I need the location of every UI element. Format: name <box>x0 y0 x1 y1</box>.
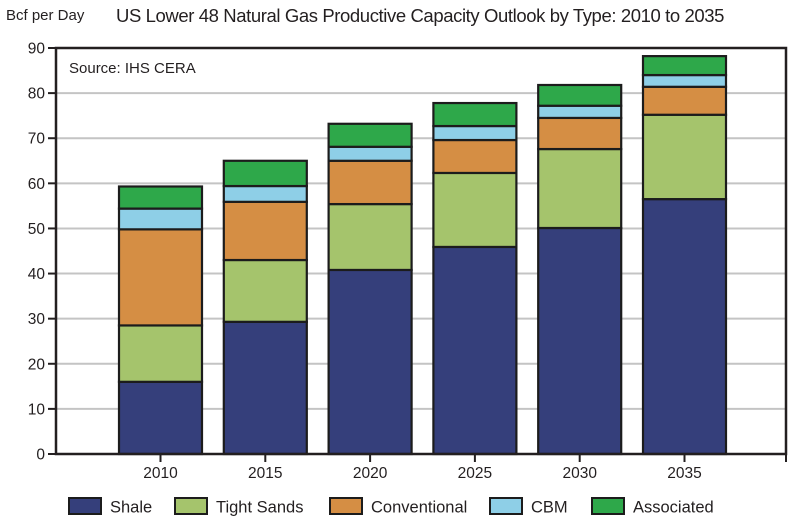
bar-segment-conventional <box>537 116 623 151</box>
bar-segment-conventional <box>222 200 308 262</box>
legend-swatch <box>591 497 625 515</box>
y-tick-label: 10 <box>28 401 46 418</box>
legend-item-associated: Associated <box>591 497 714 517</box>
legend-item-tight-sands: Tight Sands <box>174 497 303 517</box>
y-tick-label: 50 <box>28 221 46 238</box>
bar-segment-associated <box>222 159 308 188</box>
legend-item-conventional: Conventional <box>329 497 467 517</box>
legend-label: Tight Sands <box>216 499 303 517</box>
bar-segment-associated <box>117 185 204 210</box>
bar-segment-cbm <box>537 104 623 120</box>
bar-stack-2020 <box>327 122 413 456</box>
legend-label: Associated <box>633 499 714 517</box>
y-tick-label: 70 <box>28 131 46 148</box>
legend-label: CBM <box>531 499 568 517</box>
bar-segment-shale <box>222 320 308 456</box>
x-axis-ticks: 2010 2015 2020 2025 2030 2035 <box>143 454 787 482</box>
source-annotation: Source: IHS CERA <box>69 60 196 77</box>
legend-item-shale: Shale <box>68 497 152 517</box>
bar-segment-tight-sands <box>641 113 728 201</box>
bar-segment-cbm <box>641 73 728 88</box>
y-tick-label: 60 <box>28 176 46 193</box>
bar-segment-tight-sands <box>327 202 413 272</box>
bar-segment-shale <box>537 226 623 456</box>
legend-swatch <box>329 497 363 515</box>
legend-swatch <box>489 497 523 515</box>
bar-segment-cbm <box>432 124 518 142</box>
bar-stack-2035 <box>641 55 728 456</box>
bar-segment-tight-sands <box>537 147 623 230</box>
chart-title: US Lower 48 Natural Gas Productive Capac… <box>116 5 724 26</box>
bar-segment-shale <box>641 198 728 456</box>
bar-segment-associated <box>641 55 728 77</box>
x-tick-label: 2030 <box>562 465 597 482</box>
bar-segment-conventional <box>117 228 204 327</box>
bar-segment-shale <box>432 245 518 456</box>
legend: Shale Tight Sands Conventional CBM Associate… <box>68 497 714 517</box>
x-tick-label: 2025 <box>458 465 492 482</box>
bar-stack-2025 <box>432 101 518 456</box>
bar-segment-cbm <box>327 145 413 162</box>
bar-segment-conventional <box>641 85 728 116</box>
bar-stack-2030 <box>537 83 623 456</box>
y-axis-ticks: 0 10 20 30 40 50 60 70 80 90 <box>28 41 56 464</box>
bar-segment-cbm <box>117 207 204 231</box>
legend-swatch <box>68 497 102 515</box>
x-tick-label: 2010 <box>143 465 178 482</box>
bar-stack-2010 <box>117 185 204 456</box>
legend-label: Conventional <box>371 499 467 517</box>
bar-segment-conventional <box>327 159 413 206</box>
y-axis-label: Bcf per Day <box>6 7 85 24</box>
plot-frame <box>54 46 788 456</box>
bar-stack-2015 <box>222 159 308 456</box>
bar-segment-conventional <box>432 138 518 175</box>
bar-segment-tight-sands <box>117 324 204 383</box>
bar-segment-associated <box>432 101 518 128</box>
bar-segment-tight-sands <box>222 258 308 323</box>
legend-item-cbm: CBM <box>489 497 568 517</box>
bar-segment-cbm <box>222 184 308 203</box>
legend-label: Shale <box>110 499 152 517</box>
x-tick-label: 2035 <box>667 465 701 482</box>
legend-swatch <box>174 497 208 515</box>
x-tick-label: 2015 <box>248 465 282 482</box>
bar-segment-tight-sands <box>432 171 518 249</box>
bar-segment-shale <box>117 380 204 456</box>
y-tick-label: 0 <box>36 447 45 464</box>
bars <box>117 55 728 456</box>
y-tick-label: 30 <box>28 311 46 328</box>
bar-segment-shale <box>327 268 413 456</box>
bar-segment-associated <box>537 83 623 107</box>
x-tick-label: 2020 <box>353 465 388 482</box>
y-tick-label: 40 <box>28 266 46 283</box>
y-tick-label: 90 <box>28 41 46 58</box>
bar-segment-associated <box>327 122 413 148</box>
y-tick-label: 80 <box>28 86 46 103</box>
y-tick-label: 20 <box>28 356 46 373</box>
